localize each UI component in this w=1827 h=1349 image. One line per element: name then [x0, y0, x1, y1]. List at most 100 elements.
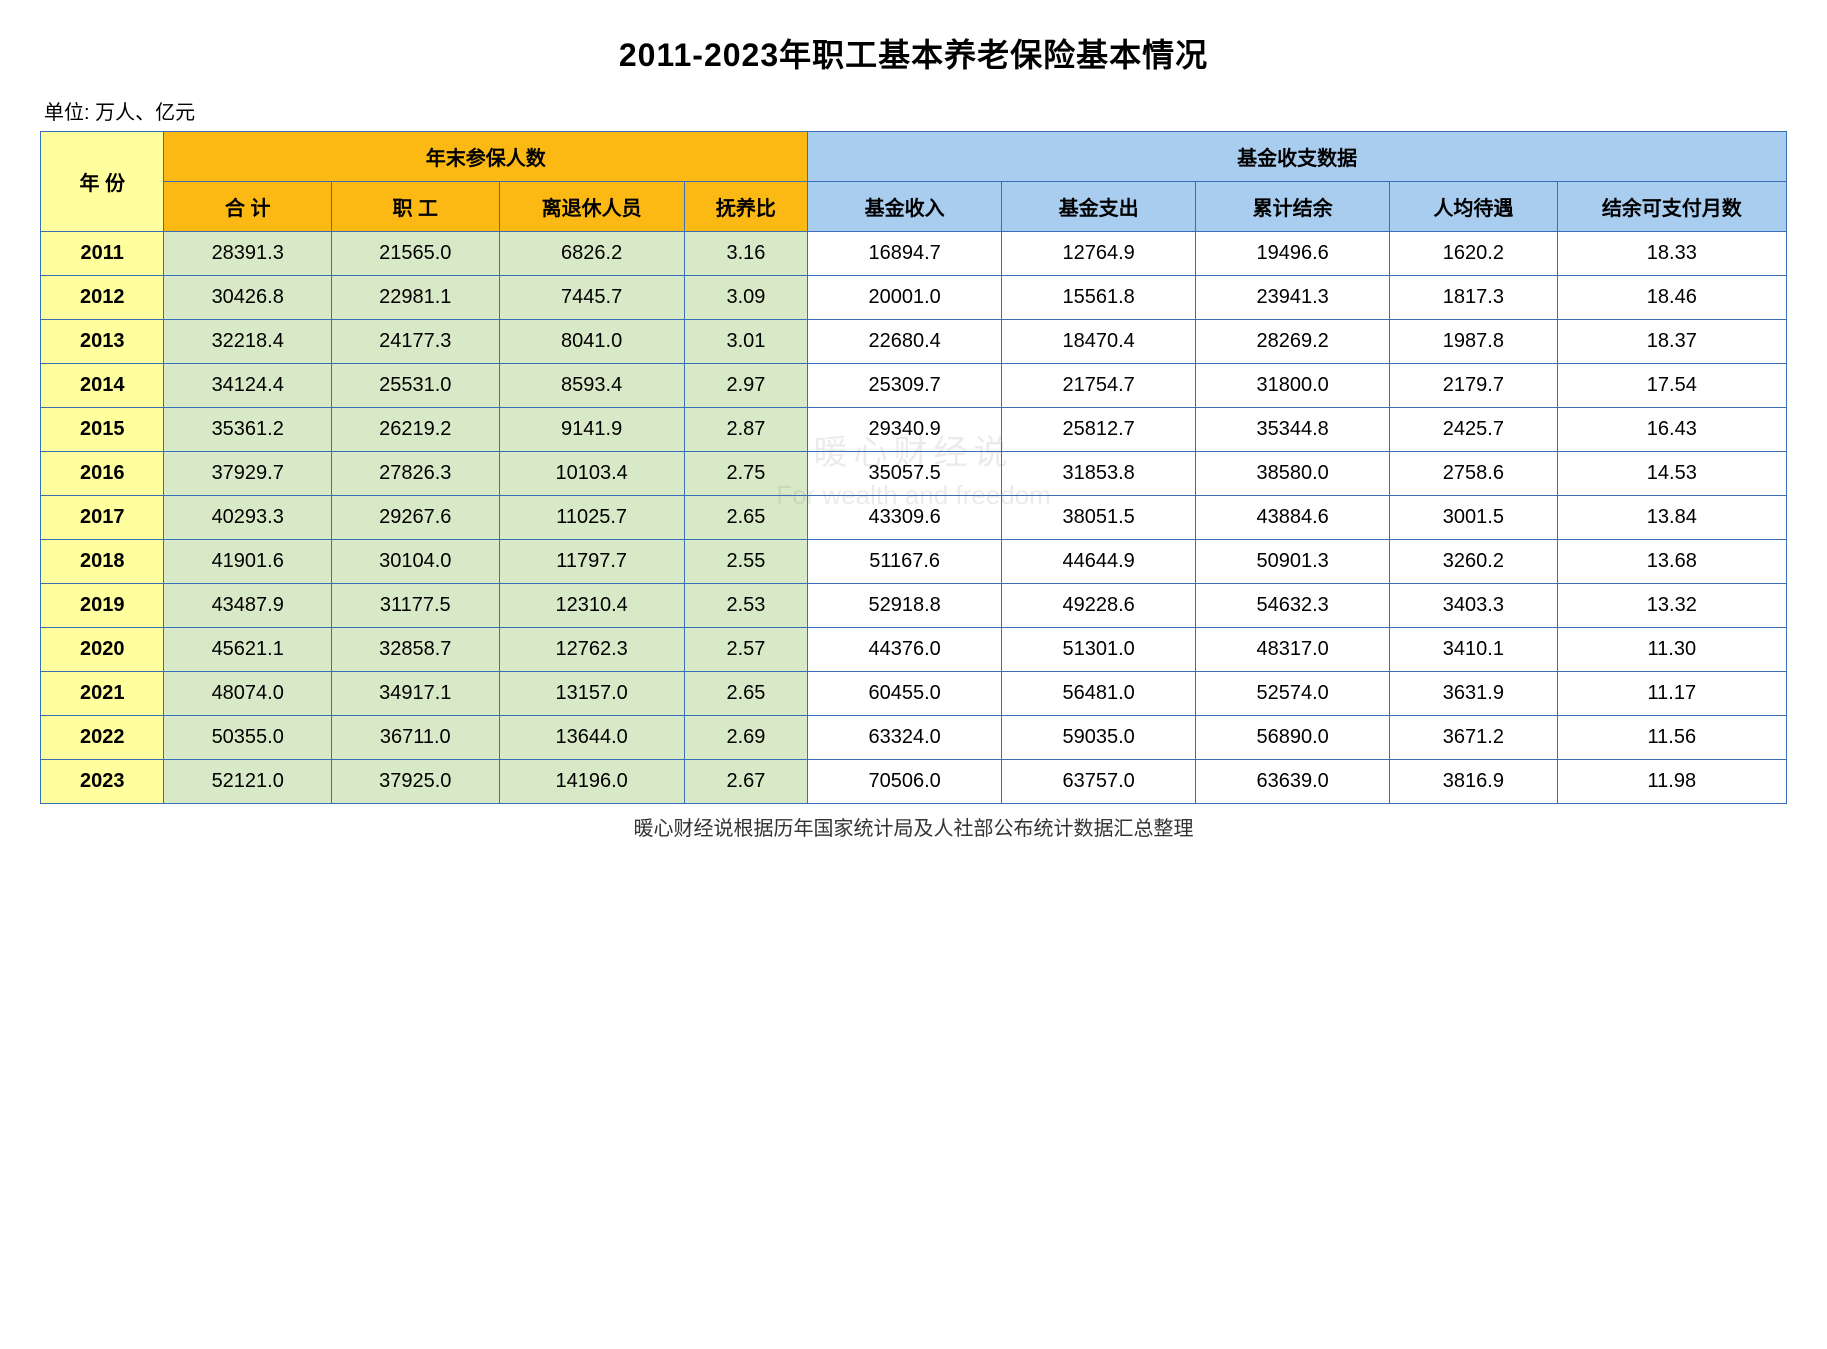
cell-retiree: 8041.0	[499, 320, 684, 364]
table-row: 201535361.226219.29141.92.8729340.925812…	[41, 408, 1787, 452]
cell-retiree: 6826.2	[499, 232, 684, 276]
cell-total: 40293.3	[164, 496, 332, 540]
table-row: 202250355.036711.013644.02.6963324.05903…	[41, 716, 1787, 760]
cell-worker: 24177.3	[331, 320, 499, 364]
cell-year: 2021	[41, 672, 164, 716]
cell-balance: 31800.0	[1196, 364, 1390, 408]
header-worker: 职 工	[331, 182, 499, 232]
cell-months: 13.32	[1557, 584, 1786, 628]
cell-worker: 31177.5	[331, 584, 499, 628]
cell-retiree: 7445.7	[499, 276, 684, 320]
table-row: 201740293.329267.611025.72.6543309.63805…	[41, 496, 1787, 540]
header-percap: 人均待遇	[1390, 182, 1558, 232]
cell-months: 16.43	[1557, 408, 1786, 452]
cell-year: 2012	[41, 276, 164, 320]
cell-income: 52918.8	[808, 584, 1002, 628]
cell-expense: 51301.0	[1002, 628, 1196, 672]
cell-total: 41901.6	[164, 540, 332, 584]
table-body: 201128391.321565.06826.23.1616894.712764…	[41, 232, 1787, 804]
cell-retiree: 9141.9	[499, 408, 684, 452]
cell-income: 29340.9	[808, 408, 1002, 452]
cell-income: 60455.0	[808, 672, 1002, 716]
cell-balance: 28269.2	[1196, 320, 1390, 364]
cell-total: 35361.2	[164, 408, 332, 452]
header-expense: 基金支出	[1002, 182, 1196, 232]
cell-percap: 3816.9	[1390, 760, 1558, 804]
header-year: 年 份	[41, 132, 164, 232]
cell-income: 51167.6	[808, 540, 1002, 584]
cell-percap: 1817.3	[1390, 276, 1558, 320]
table-row: 201434124.425531.08593.42.9725309.721754…	[41, 364, 1787, 408]
cell-months: 18.37	[1557, 320, 1786, 364]
cell-months: 11.98	[1557, 760, 1786, 804]
cell-expense: 25812.7	[1002, 408, 1196, 452]
cell-total: 45621.1	[164, 628, 332, 672]
cell-ratio: 2.65	[684, 672, 807, 716]
cell-year: 2014	[41, 364, 164, 408]
cell-ratio: 3.01	[684, 320, 807, 364]
cell-worker: 27826.3	[331, 452, 499, 496]
cell-income: 35057.5	[808, 452, 1002, 496]
cell-retiree: 13644.0	[499, 716, 684, 760]
cell-percap: 3260.2	[1390, 540, 1558, 584]
table-row: 202352121.037925.014196.02.6770506.06375…	[41, 760, 1787, 804]
cell-ratio: 2.87	[684, 408, 807, 452]
cell-total: 50355.0	[164, 716, 332, 760]
cell-months: 13.68	[1557, 540, 1786, 584]
cell-percap: 3001.5	[1390, 496, 1558, 540]
cell-ratio: 2.69	[684, 716, 807, 760]
table-head: 年 份 年末参保人数 基金收支数据 合 计 职 工 离退休人员 抚养比 基金收入…	[41, 132, 1787, 232]
cell-ratio: 2.55	[684, 540, 807, 584]
unit-label: 单位: 万人、亿元	[40, 96, 1787, 125]
header-total: 合 计	[164, 182, 332, 232]
cell-total: 32218.4	[164, 320, 332, 364]
cell-ratio: 2.65	[684, 496, 807, 540]
cell-worker: 21565.0	[331, 232, 499, 276]
cell-retiree: 12762.3	[499, 628, 684, 672]
table-row: 201230426.822981.17445.73.0920001.015561…	[41, 276, 1787, 320]
cell-expense: 15561.8	[1002, 276, 1196, 320]
cell-retiree: 8593.4	[499, 364, 684, 408]
cell-balance: 38580.0	[1196, 452, 1390, 496]
cell-income: 63324.0	[808, 716, 1002, 760]
cell-income: 44376.0	[808, 628, 1002, 672]
table-row: 201943487.931177.512310.42.5352918.84922…	[41, 584, 1787, 628]
cell-balance: 52574.0	[1196, 672, 1390, 716]
cell-retiree: 11797.7	[499, 540, 684, 584]
cell-percap: 3403.3	[1390, 584, 1558, 628]
header-row-2: 合 计 职 工 离退休人员 抚养比 基金收入 基金支出 累计结余 人均待遇 结余…	[41, 182, 1787, 232]
cell-ratio: 2.97	[684, 364, 807, 408]
cell-months: 17.54	[1557, 364, 1786, 408]
header-group-participants: 年末参保人数	[164, 132, 808, 182]
cell-ratio: 2.57	[684, 628, 807, 672]
table-row: 201128391.321565.06826.23.1616894.712764…	[41, 232, 1787, 276]
cell-months: 13.84	[1557, 496, 1786, 540]
cell-total: 37929.7	[164, 452, 332, 496]
cell-months: 11.30	[1557, 628, 1786, 672]
cell-worker: 25531.0	[331, 364, 499, 408]
cell-worker: 36711.0	[331, 716, 499, 760]
cell-months: 14.53	[1557, 452, 1786, 496]
table-wrapper: 暖心财经说 For wealth and freedom 年 份 年末参保人数 …	[40, 131, 1787, 804]
cell-balance: 50901.3	[1196, 540, 1390, 584]
cell-ratio: 2.67	[684, 760, 807, 804]
cell-expense: 21754.7	[1002, 364, 1196, 408]
cell-balance: 56890.0	[1196, 716, 1390, 760]
header-row-1: 年 份 年末参保人数 基金收支数据	[41, 132, 1787, 182]
cell-expense: 44644.9	[1002, 540, 1196, 584]
cell-worker: 22981.1	[331, 276, 499, 320]
cell-balance: 54632.3	[1196, 584, 1390, 628]
cell-year: 2016	[41, 452, 164, 496]
cell-percap: 1987.8	[1390, 320, 1558, 364]
cell-retiree: 11025.7	[499, 496, 684, 540]
cell-year: 2015	[41, 408, 164, 452]
cell-balance: 19496.6	[1196, 232, 1390, 276]
cell-income: 16894.7	[808, 232, 1002, 276]
header-income: 基金收入	[808, 182, 1002, 232]
cell-total: 30426.8	[164, 276, 332, 320]
cell-ratio: 2.75	[684, 452, 807, 496]
cell-year: 2022	[41, 716, 164, 760]
cell-percap: 2425.7	[1390, 408, 1558, 452]
table-row: 201637929.727826.310103.42.7535057.53185…	[41, 452, 1787, 496]
cell-worker: 34917.1	[331, 672, 499, 716]
